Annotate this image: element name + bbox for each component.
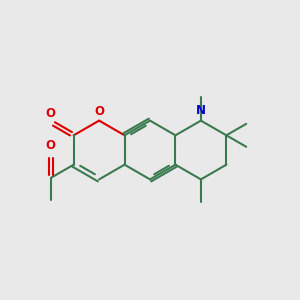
Text: O: O: [94, 104, 104, 118]
Text: N: N: [196, 104, 206, 117]
Text: O: O: [46, 140, 56, 152]
Text: O: O: [46, 107, 56, 120]
